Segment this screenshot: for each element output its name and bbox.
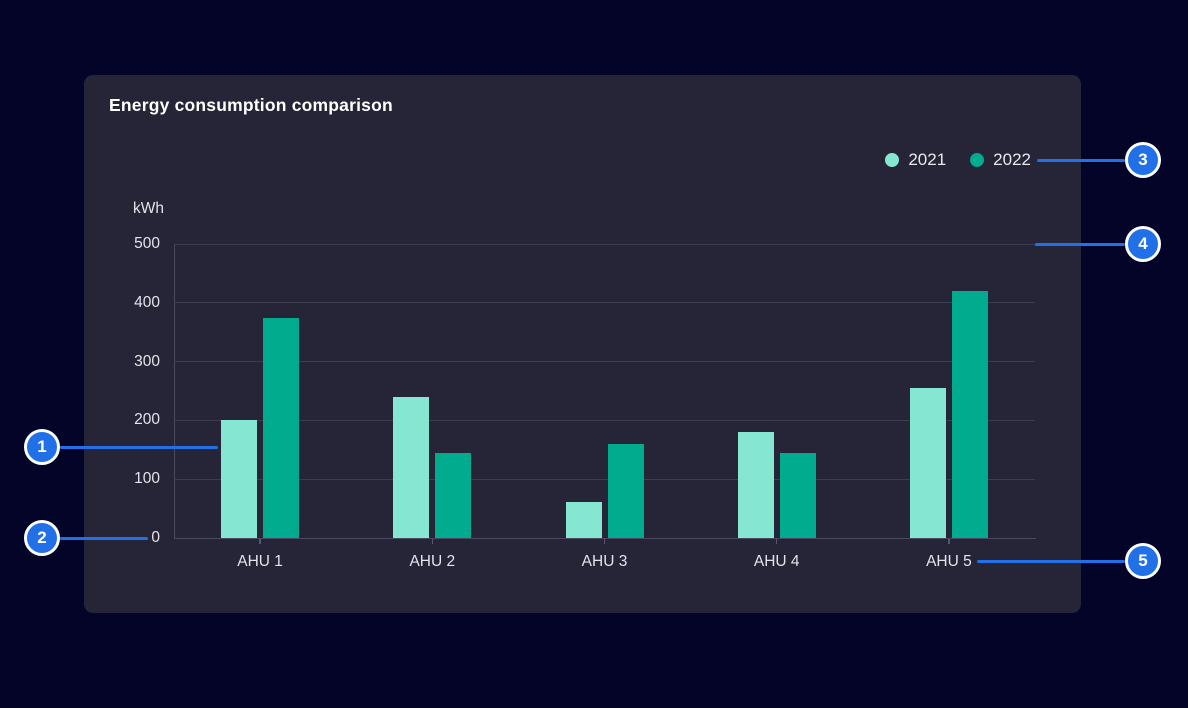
bar-2022-ahu-3 xyxy=(607,443,644,538)
callout-badge-5: 5 xyxy=(1125,543,1161,579)
chart-legend: 2021 2022 xyxy=(885,148,1031,172)
bar-2021-ahu-3 xyxy=(565,501,602,538)
bar-2021-ahu-1 xyxy=(221,420,258,538)
chart-title: Energy consumption comparison xyxy=(109,95,393,115)
bar-2022-ahu-4 xyxy=(779,452,816,538)
x-tick-label-ahu-1: AHU 1 xyxy=(237,553,283,570)
y-tick-label-200: 200 xyxy=(134,411,160,429)
gridline-200 xyxy=(174,419,1035,421)
callout-badge-1: 1 xyxy=(24,429,60,465)
callout-badge-4: 4 xyxy=(1125,226,1161,262)
x-tick-mark-ahu-2 xyxy=(431,539,434,544)
callout-badge-3: 3 xyxy=(1125,142,1161,178)
gridline-400 xyxy=(174,302,1035,304)
legend-label-2022: 2022 xyxy=(993,150,1031,169)
x-tick-mark-ahu-1 xyxy=(259,539,261,544)
gridline-300 xyxy=(174,361,1035,363)
legend-item-2022[interactable]: 2022 xyxy=(970,150,1031,170)
gridline-100 xyxy=(174,478,1035,480)
legend-label-2021: 2021 xyxy=(908,150,947,169)
legend-dot-2022 xyxy=(970,153,985,167)
callout-line-1 xyxy=(60,445,218,449)
x-tick-mark-ahu-5 xyxy=(948,539,950,544)
legend-dot-2021 xyxy=(885,153,900,167)
y-tick-label-300: 300 xyxy=(134,352,160,370)
x-tick-mark-ahu-4 xyxy=(775,539,778,544)
y-axis-unit-label: kWh xyxy=(133,200,164,217)
bar-2021-ahu-5 xyxy=(909,388,946,538)
callout-line-3 xyxy=(1037,158,1125,162)
x-tick-label-ahu-5: AHU 5 xyxy=(926,553,972,570)
bar-2022-ahu-5 xyxy=(951,291,988,538)
callout-line-5 xyxy=(977,559,1125,563)
x-tick-label-ahu-2: AHU 2 xyxy=(409,553,456,570)
bar-2021-ahu-4 xyxy=(737,432,774,538)
y-tick-label-400: 400 xyxy=(134,293,160,311)
callout-badge-2: 2 xyxy=(24,520,60,556)
x-tick-mark-ahu-3 xyxy=(603,539,606,544)
bar-2022-ahu-1 xyxy=(263,317,300,538)
x-tick-label-ahu-4: AHU 4 xyxy=(753,553,800,570)
legend-item-2021[interactable]: 2021 xyxy=(885,150,946,170)
gridline-500 xyxy=(174,243,1035,245)
y-tick-label-500: 500 xyxy=(134,235,160,252)
bar-2022-ahu-2 xyxy=(435,452,472,538)
callout-line-2 xyxy=(60,536,148,540)
y-tick-label-0: 0 xyxy=(151,529,160,546)
callout-line-4 xyxy=(1035,242,1125,246)
plot-area xyxy=(174,244,1036,539)
x-tick-label-ahu-3: AHU 3 xyxy=(581,553,628,570)
y-tick-label-100: 100 xyxy=(134,470,160,488)
bar-2021-ahu-2 xyxy=(393,396,430,538)
